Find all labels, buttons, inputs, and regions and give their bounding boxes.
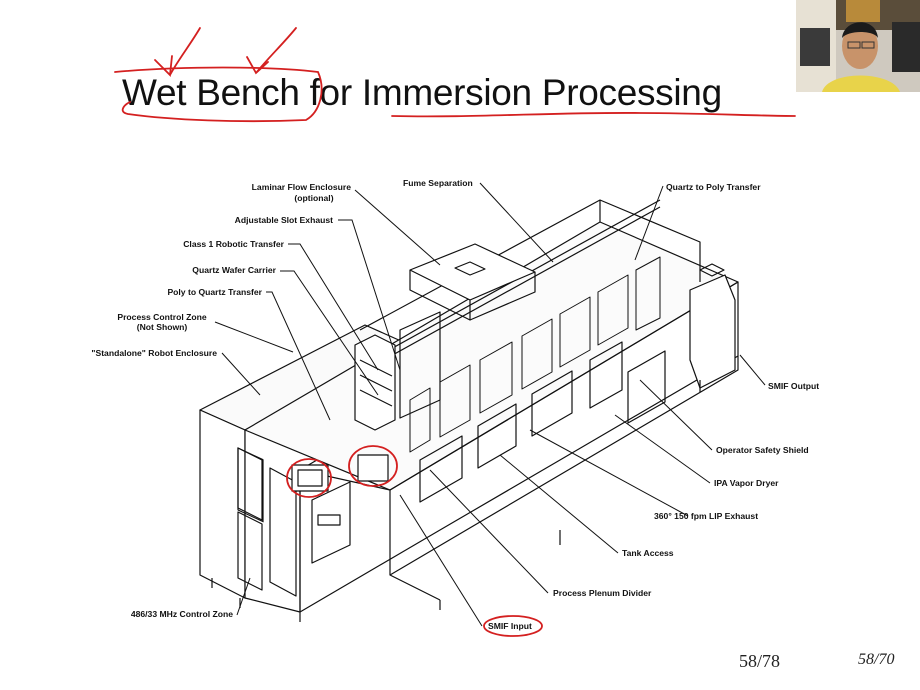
webcam-frame bbox=[796, 0, 920, 92]
annotation-circle-smif bbox=[286, 458, 332, 498]
annotation-circle-smif-input bbox=[483, 615, 543, 637]
label-lip-exhaust: 360° 150 fpm LIP Exhaust bbox=[654, 511, 758, 521]
label-process-control-zone: Process Control Zone bbox=[117, 312, 207, 322]
label-tank-access: Tank Access bbox=[622, 548, 674, 558]
label-class1-robotic-transfer: Class 1 Robotic Transfer bbox=[183, 239, 284, 249]
annotation-title-underline bbox=[391, 111, 796, 118]
annotation-arrow-1 bbox=[154, 27, 201, 77]
leader-lines bbox=[214, 182, 766, 627]
label-poly-to-quartz-transfer: Poly to Quartz Transfer bbox=[167, 287, 262, 297]
page-number: 58/78 bbox=[739, 651, 781, 671]
label-standalone-robot-enclosure: "Standalone" Robot Enclosure bbox=[91, 348, 217, 358]
label-quartz-wafer-carrier: Quartz Wafer Carrier bbox=[192, 265, 276, 275]
page-number-alt: 58/70 bbox=[858, 651, 895, 668]
webcam-thumbnail bbox=[796, 0, 920, 92]
label-laminar-flow-enclosure: Laminar Flow Enclosure bbox=[252, 182, 352, 192]
label-smif-input: SMIF Input bbox=[488, 621, 532, 631]
annotation-title-loop bbox=[114, 66, 323, 123]
label-laminar-flow-optional: (optional) bbox=[294, 193, 333, 203]
label-quartz-to-poly-transfer: Quartz to Poly Transfer bbox=[666, 182, 761, 192]
label-process-plenum-divider: Process Plenum Divider bbox=[553, 588, 652, 598]
annotation-circle-carrier bbox=[348, 445, 398, 487]
slide-title: Wet Bench for Immersion Processing bbox=[122, 72, 722, 113]
label-operator-safety-shield: Operator Safety Shield bbox=[716, 445, 809, 455]
label-fume-separation: Fume Separation bbox=[403, 178, 473, 188]
label-adjustable-slot-exhaust: Adjustable Slot Exhaust bbox=[235, 215, 334, 225]
label-486-control-zone: 486/33 MHz Control Zone bbox=[131, 609, 233, 619]
label-ipa-vapor-dryer: IPA Vapor Dryer bbox=[714, 478, 779, 488]
red-annotations bbox=[114, 27, 796, 637]
annotation-arrow-2 bbox=[246, 27, 297, 75]
label-smif-output: SMIF Output bbox=[768, 381, 819, 391]
label-process-control-not-shown: (Not Shown) bbox=[137, 322, 188, 332]
machine-drawing bbox=[199, 199, 739, 622]
